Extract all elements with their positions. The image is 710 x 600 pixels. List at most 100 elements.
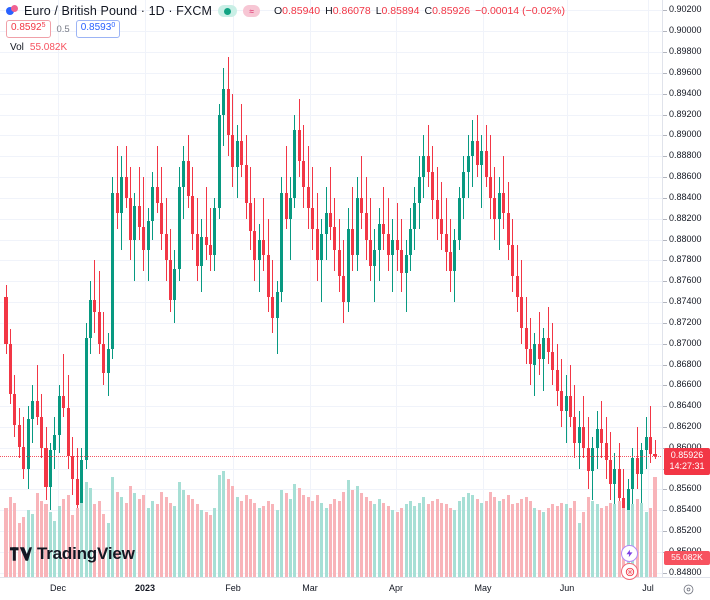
volume-bar (217, 474, 221, 578)
volume-bar (115, 491, 119, 578)
volume-bar (426, 504, 430, 578)
volume-bar (613, 504, 617, 578)
candle-body (502, 192, 506, 214)
volume-bar (124, 502, 128, 578)
candle-body (440, 218, 444, 235)
symbol-title[interactable]: Euro / British Pound · 1D · FXCM (24, 4, 212, 18)
volume-bar (400, 508, 404, 578)
candle-body (208, 244, 212, 256)
candle-body (133, 206, 137, 240)
volume-bar (417, 502, 421, 578)
volume-bar (186, 495, 190, 578)
volume-bar (355, 486, 359, 578)
volume-bar (604, 506, 608, 578)
volume-bar (75, 508, 79, 578)
ohlc-change: −0.00014 (−0.02%) (475, 5, 565, 17)
gridline-horizontal (0, 365, 663, 366)
volume-bar (57, 506, 61, 578)
data-quality-badge[interactable]: ≈ (242, 5, 260, 17)
bid-price[interactable]: 0.8592 5 (6, 20, 51, 38)
volume-bar (462, 497, 466, 578)
volume-bar (564, 504, 568, 578)
candle-body (617, 468, 621, 498)
lightning-alert-icon[interactable] (621, 545, 638, 562)
ohlc-key: C (424, 5, 433, 17)
volume-bar (497, 500, 501, 578)
live-data-dot-icon[interactable] (217, 5, 237, 17)
gridline-vertical (58, 0, 59, 578)
volume-bar (8, 497, 12, 578)
volume-bar (208, 515, 212, 578)
gridline-horizontal (0, 135, 663, 136)
volume-bar (346, 480, 350, 578)
spread-value: 0.5 (56, 23, 70, 35)
candle-body (391, 239, 395, 256)
price-axis[interactable]: 0.90200 0.90000 0.89800 0.89600 0.89400 0.892… (662, 0, 710, 578)
volume-bar (137, 498, 141, 578)
candle-body (8, 343, 12, 394)
current-price-line (0, 455, 663, 457)
volume-bar (342, 491, 346, 578)
volume-bar (622, 508, 626, 578)
volume-bar (306, 497, 310, 578)
bar-countdown: 14:27:31 (669, 460, 705, 471)
volume-bar (4, 508, 8, 578)
candle-body (88, 299, 92, 339)
candle-body (17, 424, 21, 447)
candle-body (191, 195, 195, 235)
candle-body (524, 328, 528, 349)
volume-bar (515, 502, 519, 578)
candle-wick (241, 104, 243, 178)
candle-body (226, 88, 230, 136)
candle-body (44, 447, 48, 488)
volume-bar (480, 502, 484, 578)
candle-wick (209, 208, 211, 271)
volume-bar (84, 482, 88, 578)
volume-bar (617, 500, 621, 578)
candle-body (235, 140, 239, 167)
gear-icon[interactable] (681, 582, 696, 597)
candle-wick (583, 395, 585, 459)
candle-body (511, 244, 515, 276)
candle-wick (138, 166, 140, 240)
volume-bar (333, 498, 337, 578)
ohlc-h: 0.86078 (332, 5, 371, 17)
gridline-horizontal (0, 115, 663, 116)
replay-icon[interactable] (621, 563, 638, 580)
volume-bar (440, 502, 444, 578)
candle-body (577, 426, 581, 443)
volume-bar (226, 478, 230, 578)
time-axis[interactable]: Dec 2023 Feb Mar Apr May Jun Jul (0, 577, 710, 600)
candle-body (253, 231, 257, 261)
chart-legend: Euro / British Pound · 1D · FXCM ≈ O0.85… (6, 3, 565, 55)
candle-body (231, 135, 235, 167)
chart-plot-area[interactable] (0, 0, 663, 578)
volume-bar (146, 508, 150, 578)
candle-body (195, 234, 199, 266)
candle-body (111, 192, 115, 349)
candle-wick (143, 177, 145, 271)
candle-wick (614, 453, 616, 516)
volume-bar (631, 504, 635, 578)
volume-bar (577, 522, 581, 578)
candle-body (622, 497, 626, 511)
ask-price[interactable]: 0.8593 0 (75, 20, 121, 38)
candle-body (217, 114, 221, 209)
volume-bar (182, 489, 186, 578)
candle-body (409, 229, 413, 256)
volume-bar (271, 504, 275, 578)
volume-bar (453, 509, 457, 578)
volume-bar (213, 508, 217, 578)
volume-bar (26, 509, 30, 578)
candle-wick (538, 312, 540, 375)
volume-bar (222, 471, 226, 578)
candle-body (257, 239, 261, 261)
candle-body (275, 291, 279, 318)
candle-body (484, 151, 488, 178)
volume-bar (471, 495, 475, 578)
candle-body (382, 223, 386, 235)
candle-body (520, 296, 524, 329)
volume-bar (506, 495, 510, 578)
gridline-horizontal (0, 94, 663, 95)
